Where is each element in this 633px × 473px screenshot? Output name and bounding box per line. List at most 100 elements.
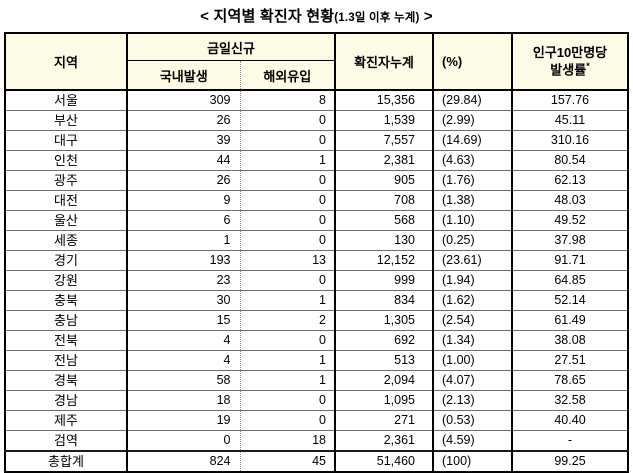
table-row: 경남 18 0 1,095 (2.13) 32.58 xyxy=(5,390,628,411)
title-open-bracket: < xyxy=(200,8,210,25)
cell-incidence: 37.98 xyxy=(511,230,628,251)
table-row: 강원 23 0 999 (1.94) 64.85 xyxy=(5,270,628,291)
cell-imported: 0 xyxy=(239,390,335,411)
cell-region: 경북 xyxy=(5,370,127,391)
cell-domestic: 23 xyxy=(126,270,240,291)
cell-imported: 13 xyxy=(239,250,335,271)
cell-cumulative: 692 xyxy=(334,330,433,351)
cell-incidence: 27.51 xyxy=(511,350,628,371)
header-cumulative: 확진자누계 xyxy=(334,33,433,90)
title-sub: (1.3일 이후 누계) xyxy=(334,12,420,24)
cell-percent: (1.76) xyxy=(432,170,512,191)
cell-incidence: 64.85 xyxy=(511,270,628,291)
table-row: 경기 193 13 12,152 (23.61) 91.71 xyxy=(5,250,628,271)
cell-imported: 1 xyxy=(239,370,335,391)
table-row: 경북 58 1 2,094 (4.07) 78.65 xyxy=(5,370,628,391)
cell-cumulative: 130 xyxy=(334,230,433,251)
cell-incidence: 45.11 xyxy=(511,110,628,131)
cell-cumulative: 7,557 xyxy=(334,130,433,151)
cell-percent: (2.99) xyxy=(432,110,512,131)
cell-domestic: 0 xyxy=(126,430,240,451)
header-today-new: 금일신규 xyxy=(126,33,335,61)
table-row: 충북 30 1 834 (1.62) 52.14 xyxy=(5,290,628,311)
table-body: 서울 309 8 15,356 (29.84) 157.76 부산 26 0 1,539 (2.99… xyxy=(5,89,628,472)
cell-region: 세종 xyxy=(5,230,127,251)
cell-imported: 1 xyxy=(239,350,335,371)
cell-incidence: 61.49 xyxy=(511,310,628,331)
table-row: 대구 39 0 7,557 (14.69) 310.16 xyxy=(5,130,628,151)
cell-cumulative: 905 xyxy=(334,170,433,191)
cell-domestic: 6 xyxy=(126,210,240,231)
cell-region: 서울 xyxy=(5,89,127,111)
table-row: 울산 6 0 568 (1.10) 49.52 xyxy=(5,210,628,231)
cell-imported: 0 xyxy=(239,130,335,151)
cell-cumulative: 1,305 xyxy=(334,310,433,331)
cell-imported: 0 xyxy=(239,210,335,231)
header-domestic: 국내발생 xyxy=(126,60,240,90)
cell-imported: 2 xyxy=(239,310,335,331)
cell-percent: (0.25) xyxy=(432,230,512,251)
cell-region: 충북 xyxy=(5,290,127,311)
cell-domestic: 39 xyxy=(126,130,240,151)
cell-region: 총합계 xyxy=(5,450,127,472)
title-close-bracket: > xyxy=(423,8,433,25)
cell-incidence: 157.76 xyxy=(511,89,628,111)
cell-region: 강원 xyxy=(5,270,127,291)
cell-imported: 0 xyxy=(239,410,335,431)
cell-domestic: 824 xyxy=(126,450,240,472)
table-row: 전북 4 0 692 (1.34) 38.08 xyxy=(5,330,628,351)
header-region: 지역 xyxy=(5,33,127,90)
cell-incidence: 40.40 xyxy=(511,410,628,431)
cell-percent: (1.10) xyxy=(432,210,512,231)
cell-imported: 8 xyxy=(239,89,335,111)
title-main: 지역별 확진자 현황 xyxy=(213,8,335,25)
cell-percent: (4.63) xyxy=(432,150,512,171)
cell-cumulative: 15,356 xyxy=(334,89,433,111)
cell-cumulative: 568 xyxy=(334,210,433,231)
cell-incidence: 99.25 xyxy=(511,450,628,472)
cell-domestic: 58 xyxy=(126,370,240,391)
cell-domestic: 44 xyxy=(126,150,240,171)
cell-imported: 1 xyxy=(239,150,335,171)
header-imported: 해외유입 xyxy=(239,60,335,90)
cell-incidence: 48.03 xyxy=(511,190,628,211)
cell-cumulative: 2,361 xyxy=(334,430,433,451)
cell-region: 충남 xyxy=(5,310,127,331)
cell-domestic: 18 xyxy=(126,390,240,411)
cell-percent: (1.38) xyxy=(432,190,512,211)
cell-imported: 0 xyxy=(239,170,335,191)
cell-imported: 18 xyxy=(239,430,335,451)
cell-cumulative: 271 xyxy=(334,410,433,431)
cell-percent: (0.53) xyxy=(432,410,512,431)
cell-cumulative: 834 xyxy=(334,290,433,311)
cell-incidence: 49.52 xyxy=(511,210,628,231)
cell-cumulative: 2,381 xyxy=(334,150,433,171)
table-row: 인천 44 1 2,381 (4.63) 80.54 xyxy=(5,150,628,171)
table-row: 대전 9 0 708 (1.38) 48.03 xyxy=(5,190,628,211)
cell-region: 제주 xyxy=(5,410,127,431)
table-row: 서울 309 8 15,356 (29.84) 157.76 xyxy=(5,89,628,111)
cell-domestic: 19 xyxy=(126,410,240,431)
cell-region: 경기 xyxy=(5,250,127,271)
header-incidence-footnote-mark: * xyxy=(586,60,590,71)
cell-imported: 45 xyxy=(239,450,335,472)
cell-percent: (1.34) xyxy=(432,330,512,351)
cell-incidence: - xyxy=(511,430,628,451)
cell-imported: 0 xyxy=(239,330,335,351)
cell-region: 전남 xyxy=(5,350,127,371)
cell-domestic: 9 xyxy=(126,190,240,211)
cell-cumulative: 1,095 xyxy=(334,390,433,411)
cell-incidence: 78.65 xyxy=(511,370,628,391)
cell-domestic: 26 xyxy=(126,110,240,131)
cell-cumulative: 999 xyxy=(334,270,433,291)
header-incidence-line2: 발생률 xyxy=(550,62,587,78)
cell-imported: 0 xyxy=(239,230,335,251)
table-row: 광주 26 0 905 (1.76) 62.13 xyxy=(5,170,628,191)
cell-percent: (4.59) xyxy=(432,430,512,451)
header-incidence: 인구10만명당 발생률* xyxy=(511,33,628,90)
cell-percent: (4.07) xyxy=(432,370,512,391)
cell-domestic: 193 xyxy=(126,250,240,271)
cell-percent: (1.00) xyxy=(432,350,512,371)
cell-percent: (23.61) xyxy=(432,250,512,271)
cell-imported: 0 xyxy=(239,110,335,131)
